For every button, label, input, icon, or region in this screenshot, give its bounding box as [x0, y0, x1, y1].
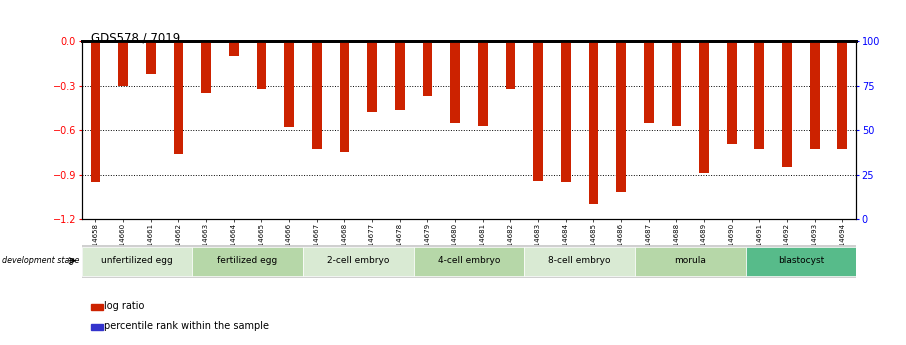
Bar: [782, 41, 792, 167]
Bar: [450, 41, 460, 123]
Bar: [201, 41, 211, 93]
Text: development stage: development stage: [2, 256, 79, 265]
Text: 2-cell embryo: 2-cell embryo: [327, 256, 390, 265]
Bar: [256, 41, 266, 89]
Text: 8-cell embryo: 8-cell embryo: [548, 256, 611, 265]
Bar: [837, 41, 847, 149]
Text: 4-cell embryo: 4-cell embryo: [438, 256, 500, 265]
Bar: [340, 41, 349, 152]
Bar: [192, 247, 303, 276]
Bar: [727, 41, 737, 144]
Bar: [506, 41, 516, 89]
Text: fertilized egg: fertilized egg: [217, 256, 277, 265]
Text: unfertilized egg: unfertilized egg: [101, 256, 173, 265]
Bar: [755, 41, 764, 149]
Bar: [525, 247, 635, 276]
Bar: [533, 41, 543, 180]
Bar: [644, 41, 653, 123]
Bar: [635, 247, 746, 276]
Bar: [810, 41, 820, 149]
Text: log ratio: log ratio: [104, 301, 145, 311]
Bar: [91, 324, 103, 330]
Bar: [616, 41, 626, 193]
Bar: [91, 41, 101, 182]
Bar: [699, 41, 708, 173]
Bar: [174, 41, 183, 154]
Bar: [422, 41, 432, 96]
Bar: [561, 41, 571, 182]
Bar: [367, 41, 377, 112]
Text: blastocyst: blastocyst: [777, 256, 824, 265]
Bar: [589, 41, 598, 204]
Bar: [477, 41, 487, 126]
Bar: [303, 247, 413, 276]
Bar: [746, 247, 856, 276]
Bar: [395, 41, 405, 109]
Bar: [229, 41, 238, 56]
Bar: [312, 41, 322, 149]
Text: morula: morula: [674, 256, 706, 265]
Bar: [118, 41, 128, 86]
Bar: [413, 247, 525, 276]
Bar: [91, 304, 103, 310]
Text: GDS578 / 7019: GDS578 / 7019: [91, 31, 180, 44]
Bar: [671, 41, 681, 126]
Bar: [284, 41, 294, 127]
Bar: [82, 247, 192, 276]
Text: percentile rank within the sample: percentile rank within the sample: [104, 321, 269, 331]
Bar: [146, 41, 156, 74]
